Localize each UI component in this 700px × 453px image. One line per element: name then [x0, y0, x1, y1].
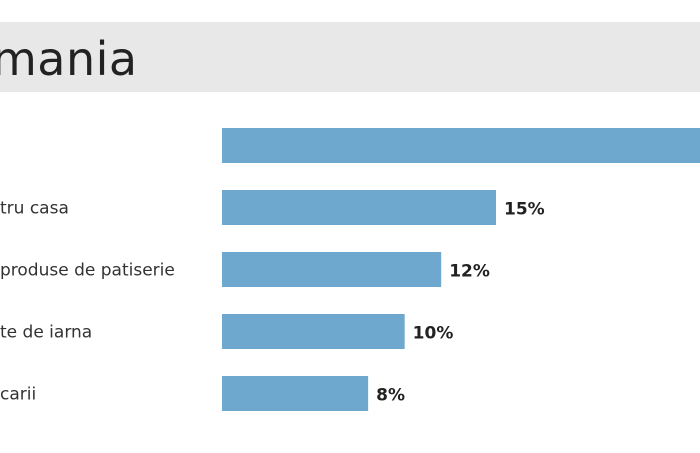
category-label: te de iarna	[0, 323, 92, 343]
category-label: tru casa	[0, 199, 69, 219]
value-label: 12%	[449, 262, 490, 282]
value-label: 8%	[376, 386, 405, 406]
value-label: 10%	[413, 324, 454, 344]
category-label: produse de patiserie	[0, 261, 175, 281]
title-band	[0, 22, 700, 92]
bar-3	[222, 314, 405, 349]
value-label: 15%	[504, 200, 545, 220]
category-label: carii	[0, 385, 36, 405]
bar-0	[222, 128, 700, 163]
chart-title: mania	[0, 32, 138, 86]
bar-1	[222, 190, 496, 225]
bar-4	[222, 376, 369, 411]
bar-2	[222, 252, 442, 287]
